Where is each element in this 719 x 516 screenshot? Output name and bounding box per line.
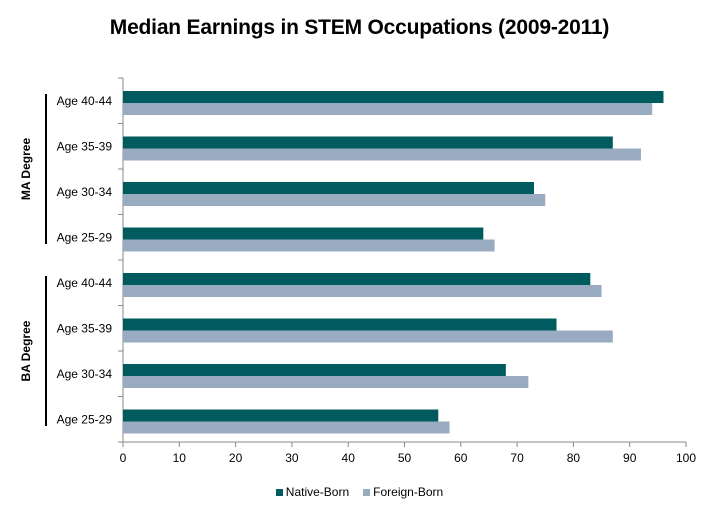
category-label: Age 35-39 [57, 321, 113, 335]
bar-foreign-born [123, 330, 613, 343]
bar-native-born [123, 182, 534, 194]
legend-label-native-born: Native-Born [285, 485, 350, 499]
legend-item-foreign-born: Foreign-Born [363, 485, 443, 499]
group-label: BA Degree [19, 320, 33, 381]
x-tick-label: 70 [510, 451, 524, 465]
legend-swatch-foreign-born [363, 488, 371, 496]
bar-foreign-born [123, 376, 529, 388]
x-tick-label: 30 [285, 451, 299, 465]
x-tick-label: 40 [342, 451, 356, 465]
bar-foreign-born [123, 148, 641, 161]
category-label: Age 30-34 [57, 367, 113, 381]
x-tick-label: 0 [120, 451, 127, 465]
bar-foreign-born [123, 421, 450, 434]
legend-swatch-native-born [275, 488, 283, 496]
category-labels: Age 40-44 Age 35-39 Age 30-34 Age 25-29 Age … [57, 94, 113, 427]
x-tick-label: 100 [676, 451, 696, 465]
bar-native-born [123, 318, 557, 331]
group-label: MA Degree [19, 138, 33, 201]
legend-label-foreign-born: Foreign-Born [373, 485, 444, 499]
bar-foreign-born [123, 285, 602, 297]
bar-foreign-born [123, 239, 495, 252]
bar-native-born [123, 364, 506, 376]
category-label: Age 25-29 [57, 230, 113, 244]
group-labels: MA Degree BA Degree [19, 94, 47, 426]
bar-native-born [123, 409, 439, 422]
legend-item-native-born: Native-Born [275, 485, 350, 499]
x-tick-label: 10 [173, 451, 187, 465]
category-label: Age 35-39 [57, 139, 113, 153]
legend: Native-Born Foreign-Born [0, 485, 719, 499]
category-label: Age 40-44 [57, 94, 113, 108]
x-tick-label: 60 [454, 451, 468, 465]
x-tick-label: 80 [567, 451, 581, 465]
bar-native-born [123, 273, 591, 285]
category-label: Age 40-44 [57, 276, 113, 290]
axes [118, 77, 687, 447]
x-tick-label: 50 [398, 451, 412, 465]
category-label: Age 30-34 [57, 185, 113, 199]
bar-native-born [123, 227, 484, 240]
bars [123, 91, 664, 434]
x-tick-label: 20 [229, 451, 243, 465]
bar-native-born [123, 91, 664, 103]
category-label: Age 25-29 [57, 412, 113, 426]
bar-foreign-born [123, 103, 653, 115]
x-tick-label: 90 [623, 451, 637, 465]
bar-native-born [123, 136, 613, 149]
bar-foreign-born [123, 194, 546, 206]
chart-title: Median Earnings in STEM Occupations (200… [109, 16, 610, 39]
x-tick-labels: 0 10 20 30 40 50 60 70 80 90 100 [120, 451, 697, 465]
